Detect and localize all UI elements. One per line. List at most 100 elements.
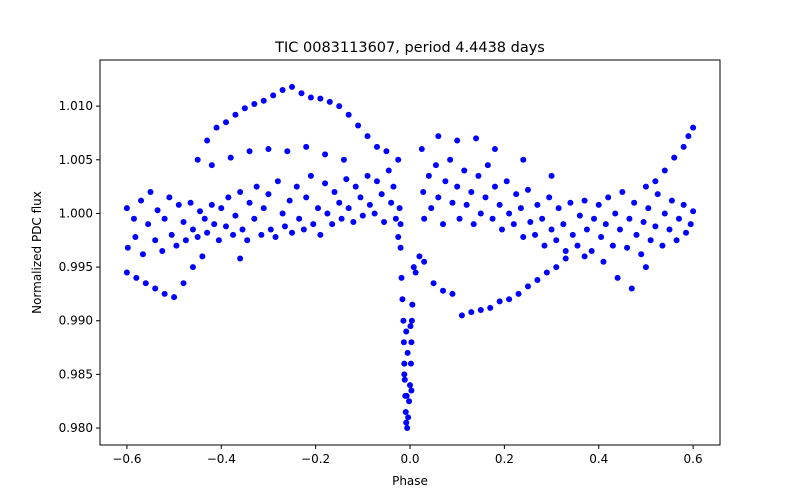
data-point [352, 183, 359, 190]
data-point [475, 172, 482, 179]
data-point [260, 205, 267, 212]
y-tick-label: 0.995 [59, 260, 93, 274]
data-point [197, 208, 204, 215]
data-point [401, 376, 408, 383]
x-tick-label: −0.4 [207, 452, 236, 466]
data-point [503, 178, 510, 185]
data-point [232, 111, 239, 118]
data-point [609, 242, 616, 249]
data-point [612, 210, 619, 217]
data-point [166, 194, 173, 201]
data-point [401, 360, 408, 367]
data-point [317, 95, 324, 102]
data-point [173, 242, 180, 249]
data-point [251, 215, 258, 222]
data-point [383, 148, 390, 155]
data-point [407, 323, 414, 330]
data-point [345, 111, 352, 118]
data-point [406, 398, 413, 405]
data-point [400, 317, 407, 324]
data-point [428, 205, 435, 212]
data-point [171, 294, 178, 301]
data-point [322, 180, 329, 187]
data-point [329, 221, 336, 228]
data-point [336, 103, 343, 110]
data-point [208, 201, 215, 208]
data-point [303, 194, 310, 201]
data-point [398, 274, 405, 281]
data-point [338, 215, 345, 222]
data-point [300, 226, 307, 233]
data-point [132, 234, 139, 241]
data-point [647, 237, 654, 244]
data-point [345, 205, 352, 212]
data-point [470, 221, 477, 228]
x-tick-label: 0.4 [589, 452, 608, 466]
data-point [574, 242, 581, 249]
data-point [289, 83, 296, 90]
data-point [506, 296, 513, 303]
data-point [371, 210, 378, 217]
data-point [222, 223, 229, 230]
data-point [487, 304, 494, 311]
data-point [496, 201, 503, 208]
data-point [591, 215, 598, 222]
data-point [152, 285, 159, 292]
data-point [237, 188, 244, 195]
data-point [624, 244, 631, 251]
data-point [161, 215, 168, 222]
data-point [562, 255, 569, 262]
data-point [400, 339, 407, 346]
data-point [314, 205, 321, 212]
data-point [265, 146, 272, 153]
data-point [690, 208, 697, 215]
data-point [401, 371, 408, 378]
x-tick-label: −0.2 [301, 452, 330, 466]
data-point [359, 212, 366, 219]
data-point [673, 237, 680, 244]
data-point [246, 148, 253, 155]
data-point [272, 234, 279, 241]
data-point [241, 105, 248, 112]
data-point [491, 146, 498, 153]
data-point [499, 226, 506, 233]
data-point [403, 392, 410, 399]
data-point [381, 219, 388, 226]
data-point [310, 221, 317, 228]
y-axis: 0.980 0.985 0.990 0.995 1.000 1.005 1.010 [59, 99, 100, 435]
data-point [145, 221, 152, 228]
data-point [404, 349, 411, 356]
data-point [642, 264, 649, 271]
y-axis-label: Normalized PDC flux [30, 191, 44, 314]
x-axis-label: Phase [392, 474, 428, 488]
data-point [340, 156, 347, 163]
data-point [654, 191, 661, 198]
data-point [553, 237, 560, 244]
data-point [534, 201, 541, 208]
data-point [364, 172, 371, 179]
data-point [168, 231, 175, 238]
data-point [562, 247, 569, 254]
data-point [569, 231, 576, 238]
data-point [661, 167, 668, 174]
data-point [553, 264, 560, 271]
data-point [130, 215, 137, 222]
data-point [258, 231, 265, 238]
data-point [595, 201, 602, 208]
data-point [602, 221, 609, 228]
data-point [416, 253, 423, 260]
chart-title: TIC 0083113607, period 4.4438 days [274, 40, 545, 56]
data-point [539, 215, 546, 222]
data-point [407, 382, 413, 389]
data-point [403, 328, 410, 335]
data-point [279, 210, 286, 217]
data-point [524, 283, 531, 290]
data-point [463, 201, 470, 208]
data-point [548, 226, 555, 233]
data-point [541, 242, 548, 249]
data-point [388, 199, 395, 206]
data-point [159, 247, 166, 254]
data-point [204, 229, 211, 236]
data-point [543, 269, 550, 276]
data-point [524, 186, 531, 193]
